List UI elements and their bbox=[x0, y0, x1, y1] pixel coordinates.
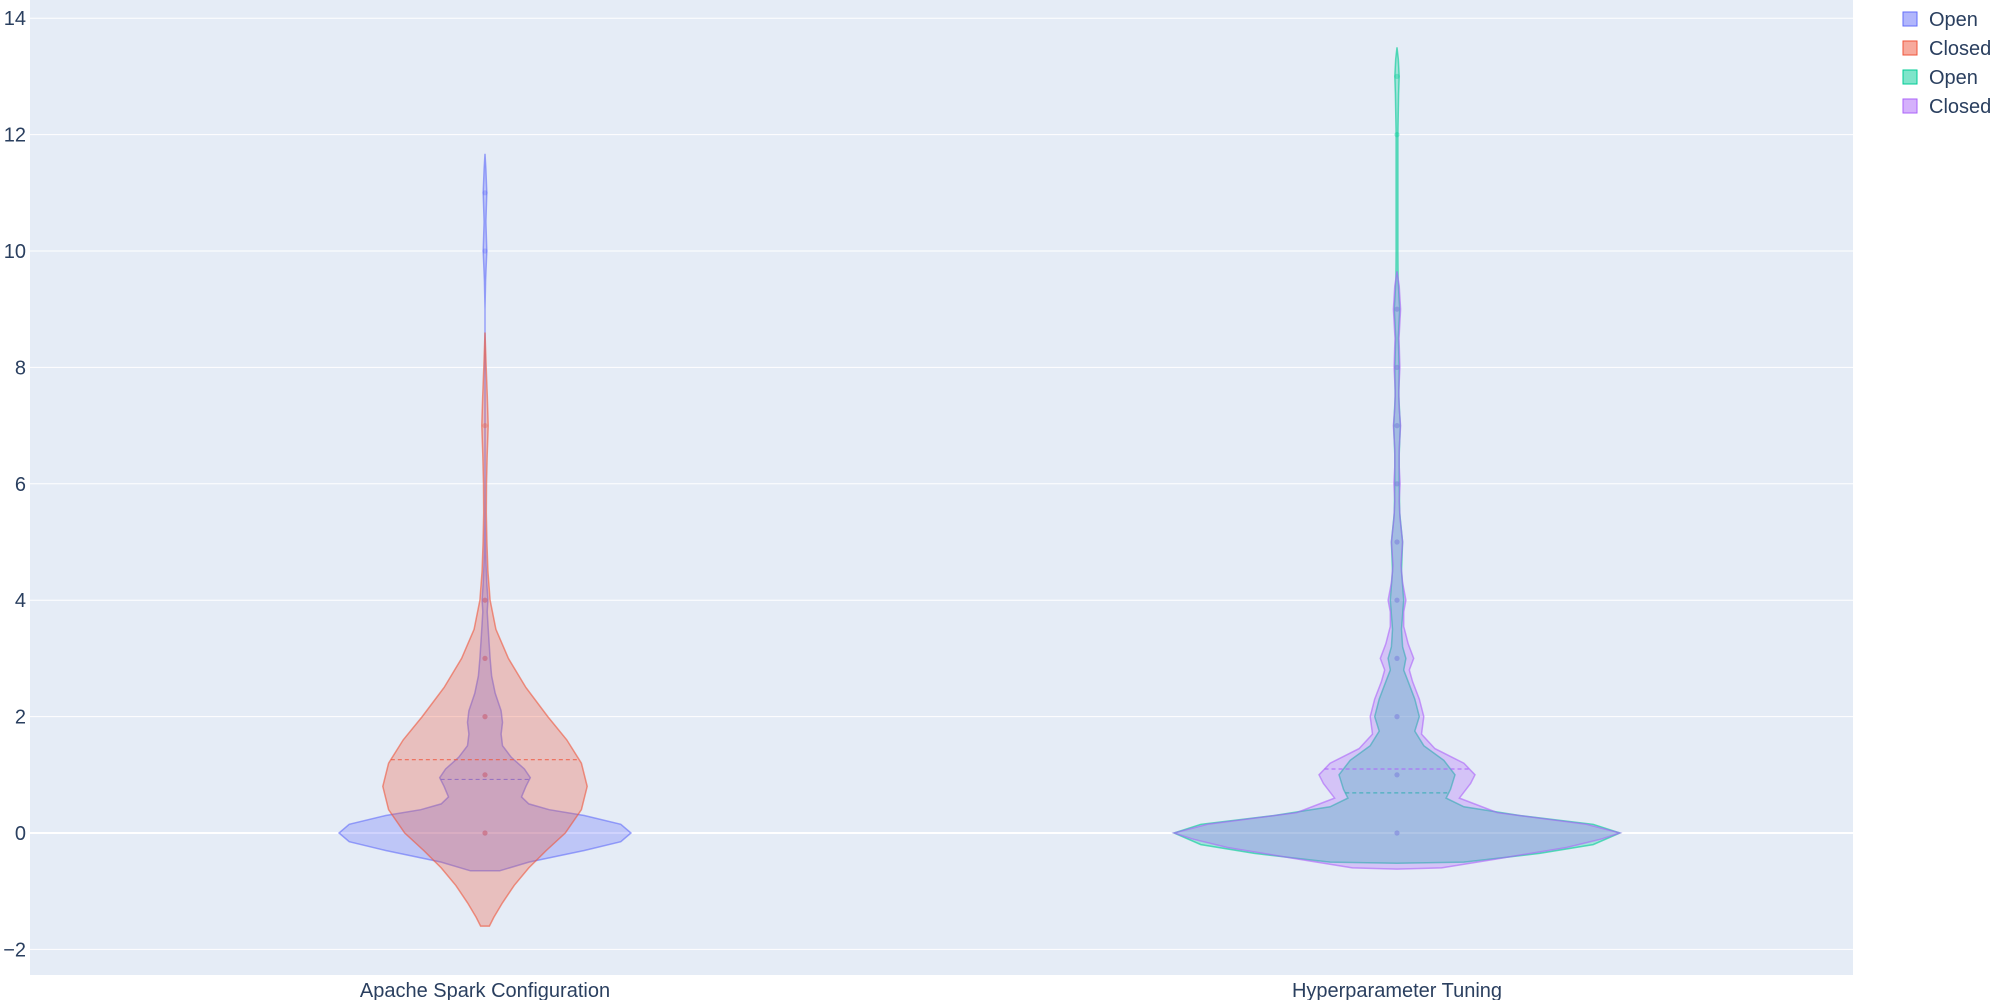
violin-point bbox=[1394, 655, 1400, 662]
violin-point bbox=[1394, 772, 1400, 778]
legend-item[interactable]: Open bbox=[1902, 67, 1978, 89]
plot-background bbox=[30, 0, 1853, 975]
violin-point bbox=[482, 772, 488, 778]
violin-point bbox=[1394, 481, 1400, 487]
violin-series bbox=[337, 47, 1623, 927]
y-tick-label: 8 bbox=[15, 357, 26, 379]
violin-point bbox=[1394, 364, 1400, 370]
violin-point bbox=[1394, 73, 1400, 79]
legend-swatch bbox=[1902, 11, 1918, 27]
violin-point bbox=[1394, 132, 1400, 138]
violin-point bbox=[1394, 481, 1400, 487]
violin-point bbox=[1394, 423, 1400, 429]
legend-label: Open bbox=[1929, 67, 1978, 89]
legend-item[interactable]: Open bbox=[1902, 9, 1978, 31]
violin-point bbox=[1394, 714, 1400, 720]
violin-point bbox=[1394, 597, 1400, 603]
violin-point bbox=[482, 714, 488, 720]
violin-point bbox=[482, 423, 488, 429]
violin-point bbox=[1394, 423, 1400, 429]
legend-label: Closed bbox=[1929, 96, 1991, 118]
violin-point bbox=[1394, 772, 1400, 778]
y-tick-label: 0 bbox=[15, 823, 26, 845]
x-tick-label: Hyperparameter Tuning bbox=[1292, 980, 1502, 1000]
violin-body bbox=[382, 332, 588, 927]
violin-point bbox=[482, 714, 488, 720]
legend-item[interactable]: Closed bbox=[1902, 96, 1991, 118]
y-tick-label: 14 bbox=[4, 8, 26, 30]
legend-swatch bbox=[1902, 40, 1918, 56]
violin-trace[interactable] bbox=[337, 153, 633, 872]
violin-trace[interactable] bbox=[1171, 271, 1623, 870]
violin-point bbox=[482, 830, 488, 836]
violin-body bbox=[1171, 47, 1623, 865]
violin-point bbox=[1394, 597, 1400, 603]
violin-point bbox=[482, 655, 488, 662]
violin-point bbox=[1394, 306, 1400, 312]
violin-point bbox=[1394, 714, 1400, 720]
x-tick-label: Apache Spark Configuration bbox=[360, 980, 610, 1000]
violin-point bbox=[1394, 830, 1400, 836]
violin-point bbox=[1394, 830, 1400, 836]
legend-label: Open bbox=[1929, 9, 1978, 31]
violin-point bbox=[482, 597, 488, 603]
violin-point bbox=[1394, 539, 1400, 545]
violin-point bbox=[482, 655, 488, 662]
y-tick-label: 4 bbox=[15, 590, 26, 612]
violin-trace[interactable] bbox=[382, 332, 588, 927]
violin-point bbox=[1394, 539, 1400, 545]
violin-point bbox=[482, 597, 488, 603]
y-tick-label: 10 bbox=[4, 241, 26, 263]
violin-point bbox=[1394, 364, 1400, 370]
y-tick-label: −2 bbox=[3, 939, 26, 961]
y-tick-label: 6 bbox=[15, 474, 26, 496]
gridlines bbox=[30, 17, 1853, 950]
violin-point bbox=[482, 830, 488, 836]
violin-body bbox=[337, 153, 633, 872]
legend-label: Closed bbox=[1929, 38, 1991, 60]
legend-item[interactable]: Closed bbox=[1902, 38, 1991, 60]
y-tick-label: 12 bbox=[4, 125, 26, 147]
violin-trace[interactable] bbox=[1171, 47, 1623, 865]
violin-point bbox=[482, 190, 488, 196]
violin-point bbox=[1394, 306, 1400, 312]
violin-point bbox=[482, 248, 488, 254]
y-tick-label: 2 bbox=[15, 707, 26, 729]
violin-point bbox=[1394, 655, 1400, 662]
legend: Open Closed Open Closed bbox=[1902, 9, 1991, 118]
violin-body bbox=[1171, 271, 1623, 870]
y-axis-ticks: −2 0 2 4 6 8 10 12 14 bbox=[3, 8, 26, 961]
violin-point bbox=[482, 772, 488, 778]
legend-swatch bbox=[1902, 69, 1918, 85]
x-axis-ticks: Apache Spark Configuration Hyperparamete… bbox=[360, 980, 1502, 1000]
legend-swatch bbox=[1902, 98, 1918, 114]
